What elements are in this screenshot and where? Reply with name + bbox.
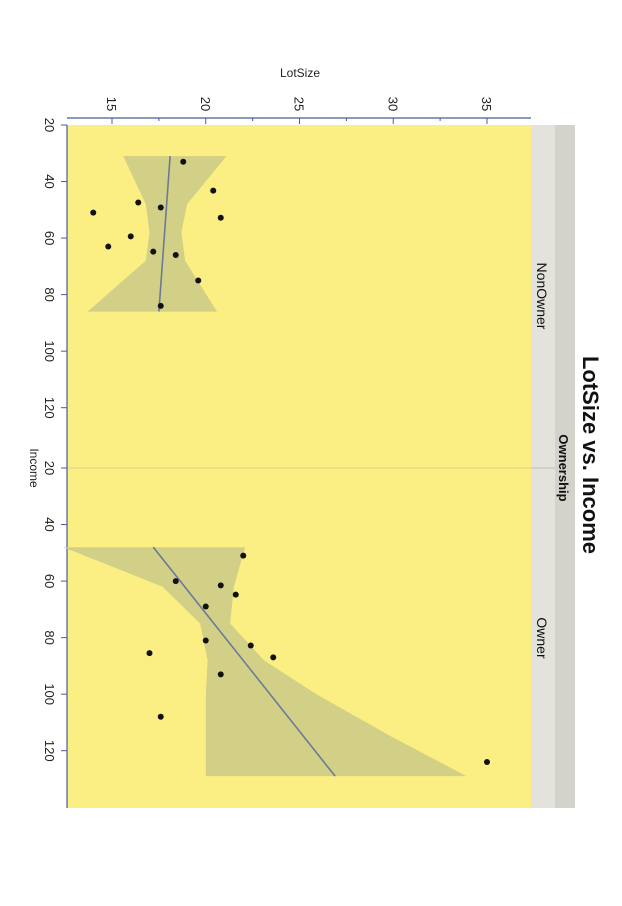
data-point — [172, 578, 179, 585]
data-point — [210, 187, 217, 194]
panel-label-nonowner: NonOwner — [534, 263, 550, 330]
data-point — [232, 591, 239, 598]
data-point — [270, 654, 277, 661]
data-point — [217, 671, 224, 678]
data-point — [135, 199, 142, 206]
data-point — [247, 642, 254, 649]
data-point — [195, 277, 202, 284]
income-tick-label: 80 — [42, 287, 57, 301]
lotsize-tick-label: 20 — [198, 97, 213, 111]
facet-strip — [555, 125, 575, 808]
data-point — [157, 302, 164, 309]
data-point — [157, 713, 164, 720]
data-point — [180, 158, 187, 165]
facet-label: Ownership — [556, 434, 571, 501]
lotsize-tick-label: 30 — [385, 97, 400, 111]
income-tick-label: 120 — [42, 397, 57, 419]
lotsize-tick-label: 15 — [104, 97, 119, 111]
data-point — [217, 582, 224, 589]
panel-label-owner: Owner — [534, 617, 550, 659]
income-tick-label: 60 — [42, 574, 57, 588]
data-point — [172, 252, 179, 259]
income-tick-label: 20 — [42, 461, 57, 475]
data-point — [150, 248, 157, 255]
income-axis-title: Income — [27, 448, 41, 488]
data-point — [240, 552, 247, 559]
income-tick-label: 20 — [42, 118, 57, 132]
fit-line-nonowner — [158, 156, 171, 312]
income-tick-label: 60 — [42, 231, 57, 245]
income-tick-label: 40 — [42, 174, 57, 188]
chart-title: LotSize vs. Income — [578, 356, 603, 554]
confidence-band-nonowner — [87, 156, 227, 312]
income-tick-label: 40 — [42, 517, 57, 531]
income-tick-label: 100 — [42, 340, 57, 362]
data-point — [202, 637, 209, 644]
income-tick-label: 120 — [42, 740, 57, 762]
fit-line-owner — [152, 546, 336, 777]
confidence-band-owner — [63, 547, 467, 777]
lotsize-axis-title: LotSize — [280, 66, 320, 80]
data-point — [157, 204, 164, 211]
data-point — [217, 214, 224, 221]
lotsize-tick-label: 25 — [292, 97, 307, 111]
data-point — [202, 603, 209, 610]
income-tick-label: 80 — [42, 630, 57, 644]
data-point — [105, 243, 112, 250]
lotsize-tick-label: 35 — [479, 97, 494, 111]
income-tick-label: 100 — [42, 683, 57, 705]
data-point — [484, 759, 490, 766]
panel-strip — [531, 125, 555, 808]
data-point — [146, 650, 153, 657]
data-point — [127, 233, 134, 240]
data-point — [90, 209, 97, 216]
